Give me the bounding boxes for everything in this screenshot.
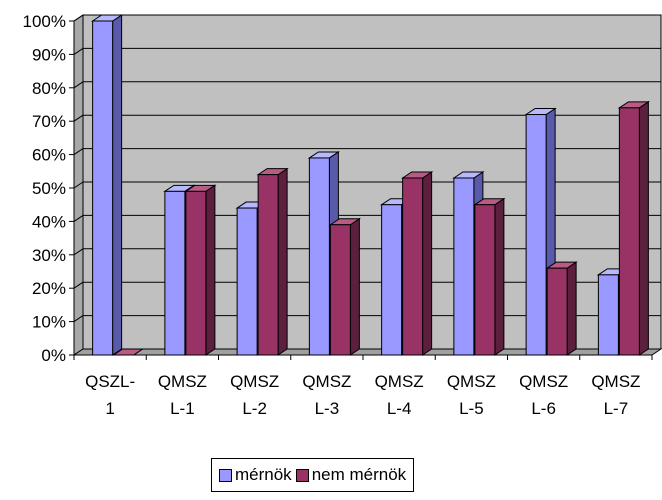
bar-mernok [453, 177, 475, 356]
y-tick-label: 20% [32, 279, 66, 298]
gridline-side [73, 248, 84, 256]
legend-label-mernok: mérnök [235, 465, 292, 484]
x-category-label: L-3 [315, 399, 340, 418]
gridline-side [73, 81, 84, 89]
bar-mernok [164, 190, 186, 356]
bar-nem-mernok [474, 204, 496, 356]
x-category-label: 1 [105, 399, 114, 418]
bar-nem-mernok [402, 177, 424, 356]
y-tick-label: 60% [32, 146, 66, 165]
legend-swatch-mernok [219, 468, 232, 482]
bar-mernok [308, 157, 330, 356]
x-category-label: L-2 [242, 399, 267, 418]
x-category-label: QSZL- [85, 372, 135, 391]
legend-label-nem-mernok: nem mérnök [311, 465, 407, 484]
bar-top-nem-mernok [111, 348, 145, 356]
x-category-label: QMSZ [158, 372, 207, 391]
y-tick-label: 10% [32, 313, 66, 332]
x-category-label: L-5 [459, 399, 484, 418]
bar-side-nem-mernok [566, 261, 577, 356]
gridline-side [73, 214, 84, 222]
x-category-label: QMSZ [519, 372, 568, 391]
gridline-side [73, 181, 84, 189]
legend-item-mernok: mérnök [219, 465, 292, 485]
bar-mernok [236, 207, 258, 356]
bar-mernok [92, 20, 114, 356]
y-tick-label: 100% [23, 12, 66, 31]
bar-nem-mernok [329, 224, 351, 356]
gridline-side [73, 114, 84, 122]
bar-nem-mernok [618, 107, 640, 356]
y-tick-label: 80% [32, 79, 66, 98]
bar-nem-mernok [546, 267, 568, 356]
legend: mérnök nem mérnök [211, 458, 415, 492]
y-tick-label: 90% [32, 45, 66, 64]
bar-side-nem-mernok [494, 197, 505, 356]
bar-side-nem-mernok [205, 184, 216, 356]
y-tick-label: 0% [41, 346, 66, 365]
bar-mernok [381, 204, 403, 356]
x-category-label: QMSZ [230, 372, 279, 391]
bar-side-nem-mernok [349, 217, 360, 356]
x-category-label: QMSZ [591, 372, 640, 391]
x-category-label: L-7 [604, 399, 629, 418]
bar-mernok [525, 114, 547, 356]
bar-side-nem-mernok [422, 171, 433, 356]
x-category-label: QMSZ [447, 372, 496, 391]
gridline-side [73, 315, 84, 323]
bar-nem-mernok [185, 190, 207, 356]
bar-chart: 0% 10% 20% 30% 40% 50% 60% 70% 80% 90% 100% QSZL- 1 Q… [23, 12, 662, 418]
bar-side-mernok [112, 14, 123, 356]
bar-nem-mernok [257, 174, 279, 356]
y-tick-label: 70% [32, 112, 66, 131]
y-tick-label: 50% [32, 179, 66, 198]
bar-side-nem-mernok [638, 100, 649, 356]
gridline-side [73, 148, 84, 156]
bar-side-nem-mernok [277, 167, 288, 356]
y-tick-label: 40% [32, 212, 66, 231]
x-category-label: QMSZ [302, 372, 351, 391]
legend-item-nem-mernok: nem mérnök [295, 465, 407, 485]
bar-mernok [597, 274, 619, 356]
gridline-side [73, 281, 84, 289]
x-category-label: L-4 [387, 399, 412, 418]
x-category-label: L-6 [531, 399, 556, 418]
gridline-side [73, 14, 84, 22]
x-category-label: QMSZ [375, 372, 424, 391]
x-category-label: L-1 [170, 399, 195, 418]
gridline-side [73, 47, 84, 55]
y-tick-label: 30% [32, 246, 66, 265]
legend-swatch-nem-mernok [295, 468, 309, 482]
